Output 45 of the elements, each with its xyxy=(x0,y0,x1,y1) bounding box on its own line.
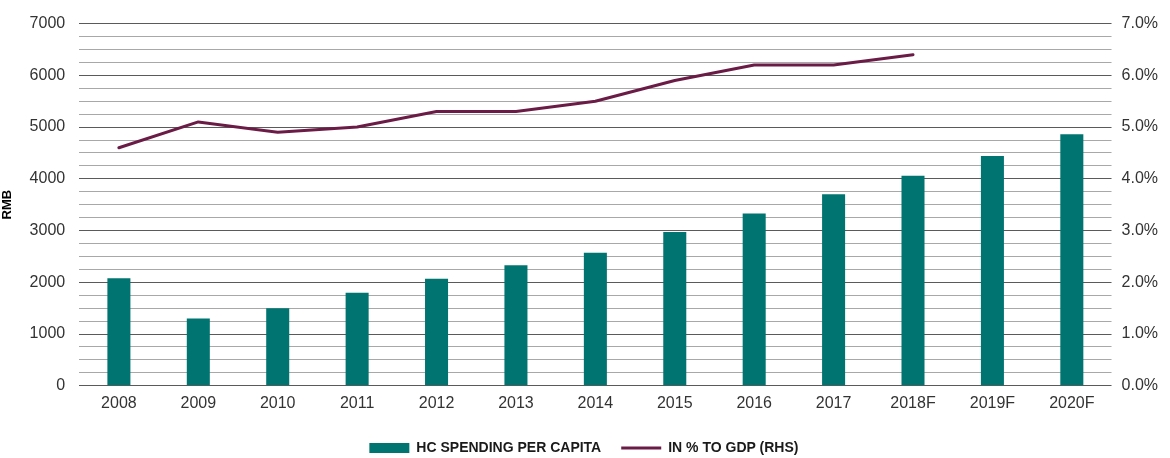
x-tick-label: 2015 xyxy=(656,393,693,411)
bar xyxy=(186,318,210,386)
x-tick-label: 2010 xyxy=(259,393,296,411)
bar xyxy=(583,252,607,386)
bar xyxy=(822,194,846,386)
bar xyxy=(266,308,290,386)
legend-label: HC SPENDING PER CAPITA xyxy=(416,438,602,455)
y-axis-title: RMB xyxy=(0,189,15,220)
y2-tick-label: 2.0% xyxy=(1121,272,1158,290)
x-tick-label: 2008 xyxy=(101,393,137,411)
legend-label: IN % TO GDP (RHS) xyxy=(668,438,799,455)
x-tick-label: 2019F xyxy=(969,393,1016,411)
y-tick-label: 3000 xyxy=(29,220,66,238)
x-tick-label: 2012 xyxy=(418,393,455,411)
x-tick-label: 2018F xyxy=(890,393,936,411)
y2-tick-label: 4.0% xyxy=(1121,169,1158,187)
x-tick-label: 2011 xyxy=(339,393,375,411)
y-tick-label: 4000 xyxy=(29,169,66,187)
bar xyxy=(107,278,131,386)
y-tick-label: 6000 xyxy=(29,65,66,83)
x-tick-label: 2016 xyxy=(736,393,773,411)
y2-tick-label: 6.0% xyxy=(1121,65,1158,83)
bar xyxy=(1060,134,1084,386)
y-tick-label: 1000 xyxy=(29,324,66,342)
y2-tick-label: 3.0% xyxy=(1121,220,1158,238)
bar xyxy=(980,156,1004,386)
x-tick-label: 2017 xyxy=(815,393,852,411)
bar xyxy=(504,265,528,386)
x-tick-label: 2020F xyxy=(1049,393,1095,411)
bar xyxy=(742,213,766,386)
y-tick-label: 5000 xyxy=(29,117,66,135)
y-tick-label: 0 xyxy=(56,376,66,394)
y-tick-label: 7000 xyxy=(29,14,66,32)
y2-tick-label: 0.0% xyxy=(1121,376,1158,394)
y2-tick-label: 7.0% xyxy=(1121,14,1158,32)
bar xyxy=(663,232,687,386)
y2-tick-label: 1.0% xyxy=(1121,324,1158,342)
y2-tick-label: 5.0% xyxy=(1121,117,1158,135)
bar xyxy=(345,292,369,386)
bar xyxy=(901,175,925,386)
y-tick-label: 2000 xyxy=(29,272,66,290)
x-tick-label: 2013 xyxy=(498,393,534,411)
x-tick-label: 2014 xyxy=(577,393,614,411)
bar xyxy=(425,278,449,386)
x-tick-label: 2009 xyxy=(180,393,217,411)
